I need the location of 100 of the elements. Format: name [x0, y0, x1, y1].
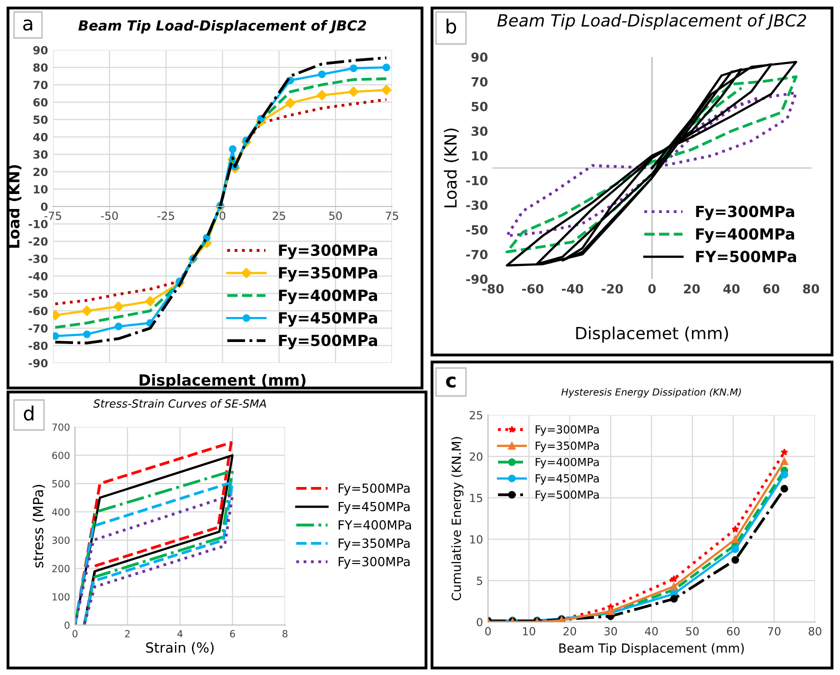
x-tick-label: 50 — [686, 627, 699, 636]
legend-label: Fy=500MPa — [536, 490, 599, 501]
legend-label: Fy=300MPa — [338, 556, 410, 569]
x-axis-title: Displacemet (mm) — [576, 326, 728, 343]
x-tick-label: 80 — [808, 627, 822, 636]
y-tick-label: -50 — [466, 225, 488, 235]
y-tick-label: 80 — [33, 63, 48, 72]
y-tick-label: 30 — [33, 150, 48, 159]
y-tick-label: 5 — [476, 576, 482, 585]
y-tick-label: -80 — [28, 342, 48, 350]
x-tick-label: 40 — [644, 627, 658, 636]
x-axis-title: Beam Tip Displacement (mm) — [559, 643, 744, 656]
y-tick-label: 20 — [34, 168, 48, 176]
x-tick-label: -20 — [602, 284, 623, 294]
legend-label: Fy=300MPa — [279, 244, 378, 260]
legend-label: Fy=400MPa — [696, 228, 794, 243]
x-tick-label: 0 — [648, 284, 656, 294]
y-tick-label: 10 — [470, 535, 482, 544]
legend-label: Fy=500MPa — [338, 483, 410, 496]
y-tick-label: 500 — [52, 480, 70, 488]
y-tick-label: 10 — [472, 151, 488, 161]
legend-label: Fy=350MPa — [279, 266, 378, 282]
y-tick-label: 90 — [33, 46, 48, 54]
legend-label: Fy=400MPa — [536, 458, 599, 468]
y-tick-label: 600 — [52, 452, 70, 460]
x-tick-label: 80 — [803, 284, 820, 294]
y-axis-title: Load (KN) — [444, 128, 459, 208]
y-tick-label: 100 — [52, 593, 70, 601]
y-tick-label: 400 — [52, 508, 70, 516]
y-tick-label: 70 — [472, 77, 488, 87]
legend-label: Fy=350MPa — [536, 442, 599, 452]
y-tick-label: -60 — [28, 306, 48, 316]
y-tick-label: 50 — [34, 116, 48, 124]
x-tick-label: -25 — [157, 212, 174, 220]
x-tick-label: 20 — [563, 627, 576, 636]
y-tick-label: -30 — [466, 200, 488, 210]
y-tick-label: 50 — [472, 102, 488, 112]
chart-title: Beam Tip Load-Displacement of JBC2 — [497, 14, 806, 30]
x-tick-label: 0 — [72, 630, 78, 638]
y-tick-label: -10 — [466, 176, 488, 186]
y-tick-label: 300 — [52, 536, 70, 544]
legend-label: Fy=450MPa — [536, 474, 599, 485]
x-tick-label: -75 — [44, 212, 62, 220]
y-tick-label: -70 — [466, 250, 488, 260]
legend-label: Fy=300MPa — [536, 425, 599, 436]
y-tick-label: 25 — [470, 410, 482, 420]
chart-title: Stress-Strain Curves of SE-SMA — [93, 399, 266, 408]
x-tick-label: -50 — [100, 212, 118, 220]
y-tick-label: 70 — [33, 80, 48, 90]
chart-title: Hysteresis Energy Dissipation (KN.M) — [561, 388, 741, 398]
y-tick-label: -70 — [28, 324, 48, 333]
x-tick-label: 2 — [125, 630, 130, 638]
y-tick-label: 30 — [472, 126, 488, 136]
y-tick-label: 10 — [34, 185, 48, 194]
chart-title: Beam Tip Load-Displacement of JBC2 — [78, 20, 366, 34]
x-tick-label: 40 — [723, 284, 740, 294]
legend-label: FY=400MPa — [338, 520, 411, 530]
y-tick-label: 0 — [40, 202, 48, 211]
y-tick-label: 40 — [33, 132, 48, 142]
y-tick-label: 200 — [52, 564, 70, 572]
x-tick-label: 75 — [386, 212, 398, 220]
y-axis-title: stress (MPa) — [32, 484, 45, 568]
x-tick-label: 20 — [684, 284, 700, 294]
text: d — [24, 406, 34, 421]
x-tick-label: 25 — [272, 212, 286, 220]
y-tick-label: -10 — [28, 220, 48, 228]
x-tick-label: -60 — [522, 284, 544, 294]
legend-label: Fy=450MPa — [279, 312, 378, 327]
y-tick-label: -90 — [466, 274, 488, 284]
y-tick-label: 90 — [471, 52, 488, 62]
legend-label: Fy=450MPa — [338, 502, 410, 514]
legend-label: FY=500MPa — [696, 250, 796, 262]
y-tick-label: 700 — [52, 423, 70, 431]
x-tick-label: 8 — [282, 630, 288, 638]
y-tick-label: -30 — [28, 254, 48, 264]
x-tick-label: 60 — [763, 284, 780, 294]
legend-label: Fy=350MPa — [338, 538, 410, 550]
legend-label: Fy=500MPa — [279, 334, 378, 350]
x-tick-label: -40 — [562, 284, 584, 294]
y-tick-label: 15 — [470, 494, 482, 502]
x-tick-label: 0 — [220, 212, 226, 220]
x-tick-label: 6 — [230, 630, 235, 638]
y-tick-label: -20 — [28, 237, 48, 246]
text: a — [23, 19, 32, 31]
y-tick-label: 60 — [33, 98, 48, 107]
x-tick-label: 50 — [329, 212, 342, 220]
x-tick-label: 70 — [768, 627, 780, 636]
y-tick-label: 0 — [476, 618, 482, 626]
legend-label: Fy=400MPa — [279, 290, 378, 304]
y-axis-title: Cumulative Energy (KN.M) — [451, 437, 464, 600]
legend-label: Fy=300MPa — [696, 206, 794, 220]
y-tick-label: 0 — [64, 621, 70, 629]
x-tick-label: 60 — [726, 627, 740, 636]
x-axis-title: Strain (%) — [146, 642, 214, 654]
y-tick-label: -40 — [28, 272, 48, 280]
x-tick-label: 4 — [177, 630, 183, 638]
text: b — [446, 18, 456, 34]
y-tick-label: 20 — [470, 452, 482, 461]
x-tick-label: 30 — [604, 627, 617, 636]
x-tick-label: 10 — [523, 627, 536, 636]
